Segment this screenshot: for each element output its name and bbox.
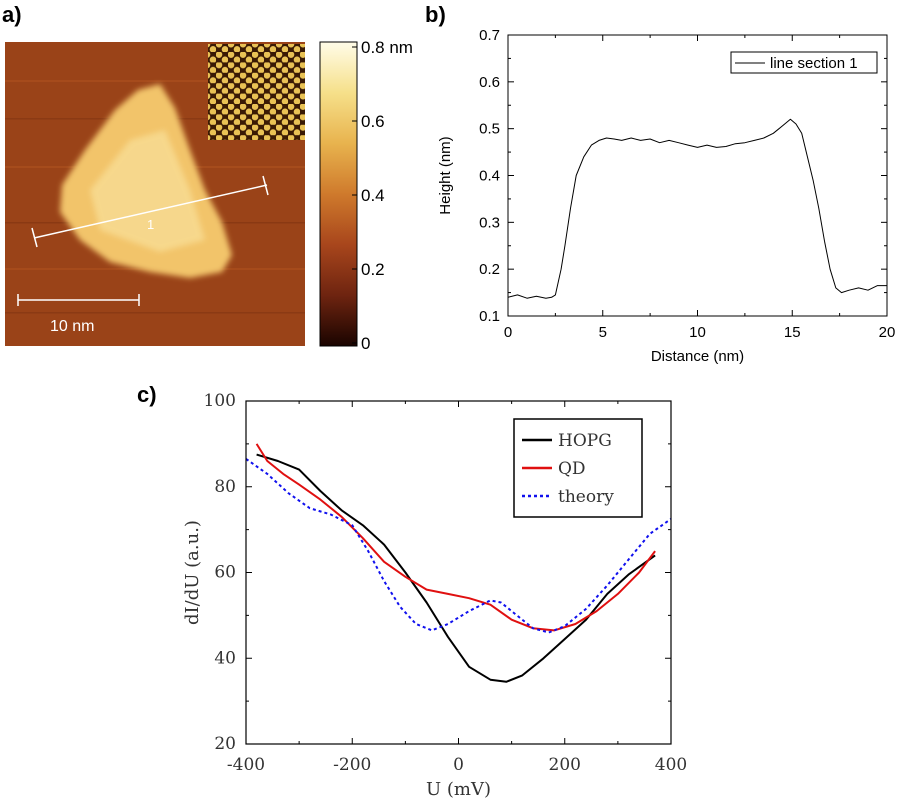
y-tick-label: 60 <box>214 563 236 583</box>
colorbar-ticks: 0.8 nm 0.6 0.4 0.2 0 <box>352 38 413 353</box>
y-tick-label: 0.5 <box>479 121 500 138</box>
y-tick-label: 0.2 <box>479 261 500 278</box>
x-tick-label: 10 <box>689 324 706 341</box>
x-axis-label: U (mV) <box>426 779 491 800</box>
x-tick-label: -200 <box>333 755 371 775</box>
line-section-number: 1 <box>147 217 154 232</box>
x-tick-label: 0 <box>453 755 464 775</box>
line-section-end-cap <box>262 175 269 196</box>
y-tick-label: 0.7 <box>479 27 500 44</box>
series-line-line-section-1 <box>507 118 887 299</box>
y-tick-label: 80 <box>214 477 236 497</box>
y-tick-label: 20 <box>214 734 236 754</box>
x-tick-label: 0 <box>504 324 512 341</box>
x-axis-label: Distance (nm) <box>651 348 744 365</box>
y-tick-label: 40 <box>214 648 236 668</box>
panel-a-label: a) <box>2 2 22 27</box>
legend-label: QD <box>558 459 586 479</box>
series-line-qd <box>255 443 656 632</box>
scale-bar-label: 10 nm <box>50 318 94 335</box>
legend-label: theory <box>558 487 614 507</box>
series-line-hopg <box>256 453 656 683</box>
colorbar-tick-label: 0.6 <box>361 112 385 131</box>
x-tick-label: 5 <box>599 324 607 341</box>
legend-label: line section 1 <box>770 55 858 72</box>
panel-b-label: b) <box>425 2 446 27</box>
height-profile-chart: 0 5 10 15 20 0.1 0.2 0.3 0.4 0.5 0.6 0.7 Distance (n… <box>437 27 895 365</box>
colorbar-gradient <box>319 41 358 347</box>
colorbar-tick-label: 0.2 <box>361 260 385 279</box>
atomic-lattice-inset <box>208 44 305 140</box>
line-section-marker <box>33 184 268 239</box>
plot-frame <box>507 34 888 317</box>
y-tick-label: 0.6 <box>479 74 500 91</box>
legend-label: HOPG <box>558 431 612 451</box>
legend-box <box>730 51 878 74</box>
colorbar-tick-label: 0.4 <box>361 186 385 205</box>
y-tick-label: 100 <box>204 391 236 411</box>
y-tick-label: 0.3 <box>479 214 500 231</box>
colorbar-tick-label: 0 <box>361 334 370 353</box>
x-tick-label: 200 <box>549 755 581 775</box>
x-tick-label: 400 <box>655 755 687 775</box>
x-tick-label: 15 <box>784 324 801 341</box>
panel-c-label: c) <box>137 382 157 407</box>
colorbar: 0.8 nm 0.6 0.4 0.2 0 <box>319 38 413 353</box>
didu-spectra-chart: -400 -200 0 200 400 20 40 60 80 100 U (mV) dI/dU (a… <box>182 391 687 800</box>
y-tick-label: 0.1 <box>479 308 500 325</box>
x-tick-label: 20 <box>879 324 896 341</box>
colorbar-tick-label: 0.8 nm <box>361 38 413 57</box>
line-section-start-cap <box>31 227 38 248</box>
island-highlight <box>90 130 205 252</box>
y-tick-label: 0.4 <box>479 168 500 185</box>
stm-image: 1 10 nm <box>5 42 305 346</box>
y-axis-label: Height (nm) <box>437 136 454 214</box>
series-line-theory <box>245 458 672 634</box>
y-axis-label: dI/dU (a.u.) <box>182 520 203 625</box>
x-tick-label: -400 <box>227 755 265 775</box>
